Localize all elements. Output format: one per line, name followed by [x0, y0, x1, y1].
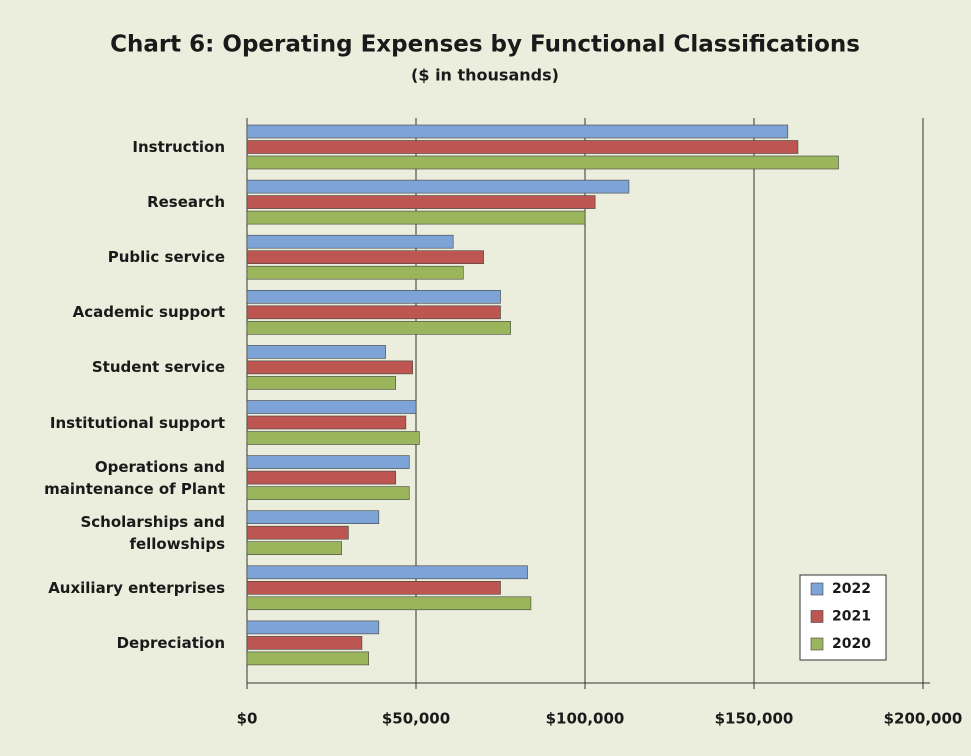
x-tick-label: $100,000 — [546, 710, 625, 728]
bar — [246, 596, 532, 611]
bar — [246, 210, 586, 225]
category-label: Student service — [91, 358, 225, 377]
bar — [246, 305, 501, 320]
legend-label: 2020 — [832, 636, 871, 652]
category-label: Academic support — [72, 303, 225, 322]
legend-swatch — [810, 610, 824, 623]
bar — [246, 455, 410, 469]
bar — [246, 140, 799, 154]
bar — [246, 431, 420, 445]
category-label: Institutional support — [49, 413, 225, 432]
legend-label: 2022 — [832, 581, 871, 597]
category-label: Research — [147, 193, 225, 212]
bar — [246, 541, 342, 556]
bar — [246, 179, 630, 194]
category-label: Depreciation — [116, 633, 225, 652]
bar — [246, 195, 596, 209]
category-label: Scholarships and fellowships — [80, 512, 225, 553]
x-tick-label: $0 — [237, 710, 258, 728]
bar — [246, 470, 397, 485]
bar — [246, 525, 349, 540]
bar — [246, 580, 501, 595]
bar — [246, 345, 386, 359]
bar — [246, 265, 464, 280]
bar — [246, 565, 528, 580]
bar — [246, 415, 407, 430]
category-label: Instruction — [132, 138, 225, 156]
bar — [246, 636, 363, 650]
bar — [246, 234, 454, 249]
x-tick-label: $200,000 — [884, 710, 963, 728]
x-tick-label: $50,000 — [382, 710, 450, 728]
bar — [246, 376, 397, 390]
bar — [246, 510, 380, 525]
bar — [246, 400, 417, 414]
category-label: Operations and maintenance of Plant — [44, 457, 225, 498]
bar — [246, 486, 410, 500]
chart-title: Chart 6: Operating Expenses by Functiona… — [110, 32, 860, 58]
bar — [246, 651, 369, 666]
legend-label: 2021 — [832, 609, 871, 625]
category-label: Public service — [107, 248, 225, 267]
category-label: Auxiliary enterprises — [48, 578, 225, 597]
chart-subtitle: ($ in thousands) — [411, 66, 559, 85]
bar — [246, 620, 380, 635]
bar — [246, 155, 839, 170]
bar — [246, 320, 511, 335]
legend-swatch — [810, 637, 824, 651]
x-tick-label: $150,000 — [715, 710, 794, 728]
legend-swatch — [810, 582, 824, 596]
bar — [246, 124, 789, 139]
bar — [246, 250, 484, 264]
bar — [246, 360, 413, 375]
bar — [246, 289, 501, 304]
